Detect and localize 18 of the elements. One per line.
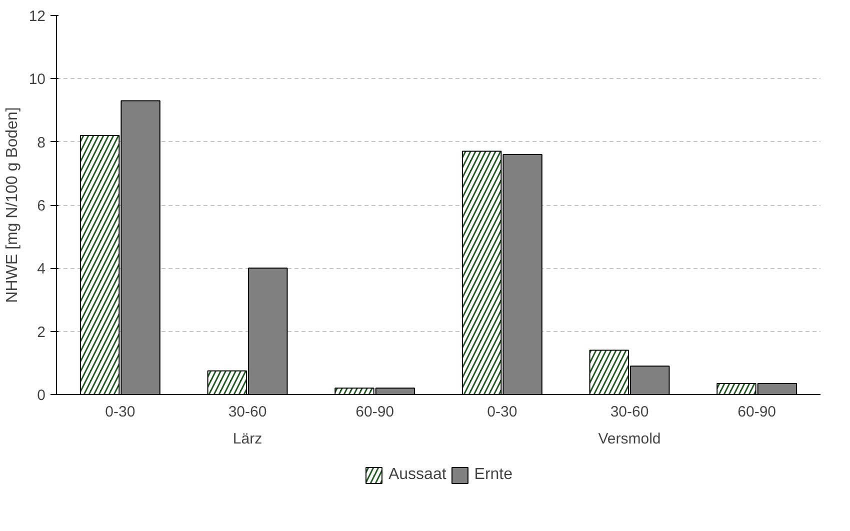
text: Versmold (598, 430, 661, 448)
y-axis-title: NHWE [mg N/100 g Boden] (4, 107, 21, 303)
legend-label: Aussaat (388, 466, 446, 484)
y-tick-label: 4 (37, 260, 46, 278)
y-tick-label: 12 (28, 8, 46, 25)
x-tick-label: 60-90 (738, 404, 776, 420)
text: Lärz (232, 430, 262, 448)
x-tick-label: 0-30 (105, 404, 136, 420)
x-tick-label: 30-60 (610, 404, 649, 420)
legend-label: Ernte (474, 466, 513, 484)
y-tick-label: 10 (28, 71, 46, 88)
y-tick-label: 0 (37, 387, 46, 404)
x-tick-label: 60-90 (356, 404, 394, 420)
y-tick-label: 6 (37, 198, 46, 214)
x-tick-label: 30-60 (228, 404, 267, 420)
y-tick-label: 2 (37, 324, 46, 341)
y-tick-label: 8 (37, 134, 46, 152)
x-tick-label: 0-30 (487, 404, 518, 420)
